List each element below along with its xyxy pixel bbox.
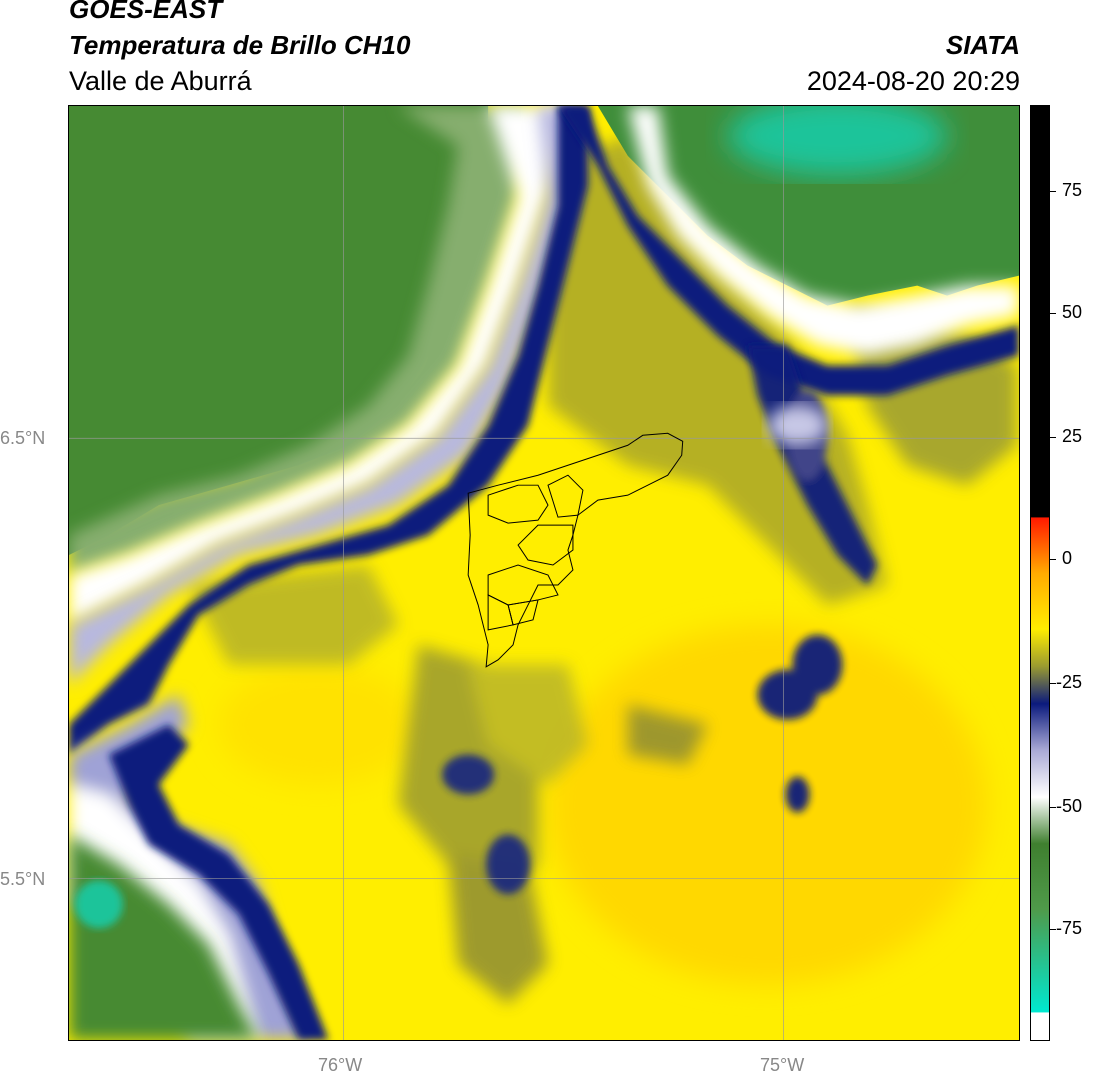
colorbar-tick-minus75: -75 xyxy=(1056,918,1083,938)
graticule xyxy=(69,106,1019,1040)
cold-spot-southwest xyxy=(74,880,123,929)
lon-label-75: 75°W xyxy=(760,1055,805,1075)
lat-label-5-5: 5.5°N xyxy=(0,869,46,889)
lon-label-76: 76°W xyxy=(318,1055,363,1075)
organization-label: SIATA xyxy=(945,30,1020,60)
title-region: Valle de Aburrá xyxy=(69,66,252,96)
title-product: Temperatura de Brillo CH10 xyxy=(69,30,411,60)
colorbar xyxy=(1030,105,1050,1041)
colorbar-tick-75: 75 xyxy=(1062,180,1083,200)
municipality-boundaries xyxy=(467,432,684,668)
lat-label-6-5: 6.5°N xyxy=(0,428,46,448)
colorbar-tick-25: 25 xyxy=(1062,426,1083,446)
colorbar-tick-50: 50 xyxy=(1062,302,1083,322)
datetime-label: 2024-08-20 20:29 xyxy=(806,66,1020,96)
colorbar-tick-minus50: -50 xyxy=(1056,796,1083,816)
brightness-temperature-map xyxy=(68,105,1020,1041)
cold-region-northwest xyxy=(69,106,489,556)
colorbar-tick-minus25: -25 xyxy=(1056,672,1083,692)
colorbar-tick-0: 0 xyxy=(1062,548,1073,568)
title-satellite: GOES-EAST xyxy=(69,0,223,24)
